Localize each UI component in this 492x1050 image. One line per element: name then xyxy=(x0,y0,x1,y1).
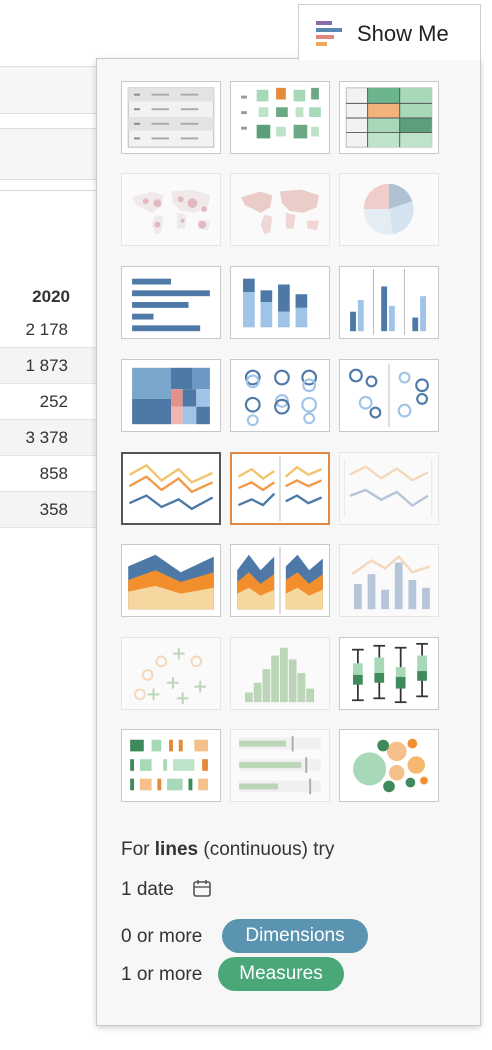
table-row: 1 873 xyxy=(0,348,100,384)
show-me-label: Show Me xyxy=(357,21,449,46)
table-row: 858 xyxy=(0,456,100,492)
thumb-stacked-bars[interactable] xyxy=(230,266,330,339)
table-cell: 2 178 xyxy=(25,320,68,339)
table-row: 252 xyxy=(0,384,100,420)
heat-map-icon xyxy=(345,87,433,148)
filled-map-icon xyxy=(241,189,319,235)
thumb-discrete-lines[interactable] xyxy=(230,452,330,525)
dual-lines-icon xyxy=(343,458,433,518)
thumb-text-table[interactable] xyxy=(121,81,221,154)
histogram-icon xyxy=(244,647,315,703)
thumb-horizontal-bars[interactable] xyxy=(121,266,221,339)
show-me-tab[interactable]: Show Me xyxy=(298,4,481,60)
dimensions-prefix: 0 or more xyxy=(121,926,203,947)
table-cell: 858 xyxy=(39,464,68,483)
shelf-band xyxy=(0,128,100,180)
column-header-year: 2020 xyxy=(32,287,70,306)
box-and-whisker-icon xyxy=(352,642,428,704)
thumb-side-by-side-circles[interactable] xyxy=(339,359,439,432)
pie-chart-icon xyxy=(363,183,414,235)
thumb-heat-map[interactable] xyxy=(339,81,439,154)
divider xyxy=(0,190,100,191)
thumb-gantt-chart[interactable] xyxy=(121,729,221,802)
thumb-histogram[interactable] xyxy=(230,637,330,710)
thumb-bullet-graph[interactable] xyxy=(230,729,330,802)
thumb-dual-lines[interactable] xyxy=(339,452,439,525)
side-by-side-circles-icon xyxy=(349,363,429,428)
side-by-side-bars-icon xyxy=(350,268,426,336)
thumb-area-continuous[interactable] xyxy=(121,544,221,617)
table-cell: 358 xyxy=(39,500,68,519)
treemap-icon xyxy=(132,367,210,425)
thumb-continuous-lines[interactable] xyxy=(121,452,221,525)
measures-pill: Measures xyxy=(218,957,344,991)
hint-suffix: (continuous) try xyxy=(198,839,335,860)
show-me-panel: For lines (continuous) try 1 date 0 or m… xyxy=(96,58,481,1026)
table-row: 3 378 xyxy=(0,420,100,456)
area-continuous-icon xyxy=(128,554,214,610)
measures-prefix: 1 or more xyxy=(121,964,203,985)
gantt-chart-icon xyxy=(130,739,208,791)
thumb-circle-views[interactable] xyxy=(230,359,330,432)
dimensions-pill: Dimensions xyxy=(222,919,368,953)
thumb-side-by-side-bars[interactable] xyxy=(339,266,439,339)
hint-date-line: 1 date xyxy=(121,879,174,900)
horizontal-bars-icon xyxy=(132,278,210,332)
area-discrete-icon xyxy=(237,546,323,615)
thumb-filled-map[interactable] xyxy=(230,173,330,246)
discrete-lines-icon xyxy=(237,455,323,522)
thumb-treemap[interactable] xyxy=(121,359,221,432)
thumb-scatter-plot[interactable] xyxy=(121,637,221,710)
text-table-icon xyxy=(127,87,215,148)
thumb-box-and-whisker[interactable] xyxy=(339,637,439,710)
thumb-pie-chart[interactable] xyxy=(339,173,439,246)
highlight-table-icon xyxy=(241,87,321,139)
thumb-area-discrete[interactable] xyxy=(230,544,330,617)
show-me-icon xyxy=(316,21,342,46)
bullet-graph-icon xyxy=(239,735,321,795)
continuous-lines-icon xyxy=(128,463,214,511)
table-cell: 252 xyxy=(39,392,68,411)
table-row: 358 xyxy=(0,492,100,528)
thumb-highlight-table[interactable] xyxy=(230,81,330,154)
packed-bubbles-icon xyxy=(353,738,428,793)
dual-combination-icon xyxy=(351,554,431,610)
thumb-symbol-map[interactable] xyxy=(121,173,221,246)
scatter-plot-icon xyxy=(134,647,207,705)
table-cell: 1 873 xyxy=(25,356,68,375)
stacked-bars-icon xyxy=(243,278,308,328)
hint-title: For lines (continuous) try xyxy=(121,839,334,861)
toolbar-band xyxy=(0,66,100,114)
thumb-dual-combination[interactable] xyxy=(339,544,439,617)
thumb-packed-bubbles[interactable] xyxy=(339,729,439,802)
symbol-map-icon xyxy=(132,189,210,235)
hint-prefix: For xyxy=(121,839,155,860)
calendar-icon xyxy=(193,880,211,897)
table-cell: 3 378 xyxy=(25,428,68,447)
hint-bold: lines xyxy=(154,839,199,860)
circle-views-icon xyxy=(244,369,318,427)
table-row: 2 178 xyxy=(0,312,100,348)
